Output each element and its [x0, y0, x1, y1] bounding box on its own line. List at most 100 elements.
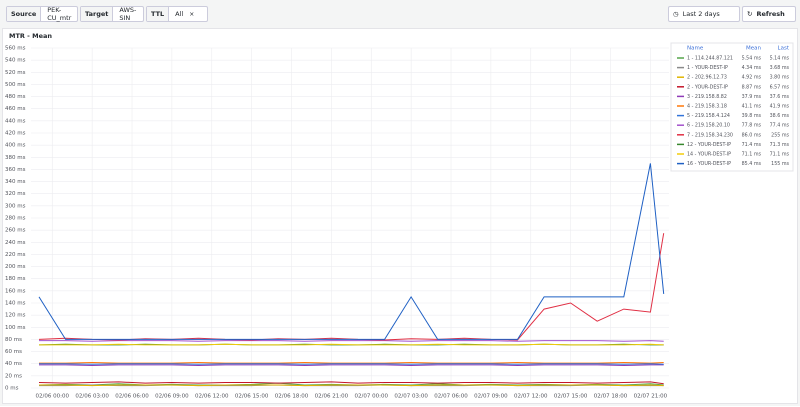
legend-last: 255 ms [771, 132, 789, 138]
legend-last: 37.6 ms [770, 94, 790, 100]
y-tick-label: 380 ms [5, 155, 26, 161]
x-tick-label: 02/07 18:00 [594, 394, 628, 400]
x-tick-label: 02/07 21:00 [634, 394, 668, 400]
y-tick-label: 60 ms [5, 349, 22, 355]
legend-mean: 5.54 ms [742, 56, 762, 62]
legend-mean: 4.34 ms [742, 65, 762, 71]
clock-icon: ◷ [673, 10, 679, 18]
source-picker[interactable]: Source PEK-CU_mtr [6, 6, 78, 22]
value: PEK-CU_mtr [47, 6, 72, 22]
y-tick-label: 560 ms [5, 46, 26, 52]
label: Source [7, 7, 42, 21]
x-tick-label: 02/06 18:00 [275, 394, 309, 400]
legend-mean: 71.1 ms [742, 152, 762, 158]
legend-name: 1 - 114.244.87.121 [687, 56, 733, 62]
y-tick-label: 520 ms [5, 70, 26, 76]
y-tick-label: 400 ms [5, 143, 26, 149]
x-tick-label: 02/07 12:00 [514, 394, 548, 400]
legend-last: 6.57 ms [770, 84, 790, 90]
x-tick-label: 02/07 06:00 [434, 394, 468, 400]
y-tick-label: 180 ms [5, 276, 26, 282]
y-tick-label: 120 ms [5, 313, 26, 319]
series-line [39, 343, 664, 346]
series-line [39, 361, 664, 364]
series-line [38, 163, 665, 340]
legend-header: Name [687, 46, 704, 52]
y-tick-label: 540 ms [5, 58, 26, 64]
x-tick-label: 02/06 15:00 [235, 394, 269, 400]
x-tick-label: 02/06 09:00 [155, 394, 189, 400]
x-tick-label: 02/07 15:00 [554, 394, 588, 400]
series-line [39, 364, 664, 367]
legend-last: 5.14 ms [770, 56, 790, 62]
legend-mean: 39.8 ms [742, 113, 762, 119]
legend-name: 7 - 219.158.34.230 [687, 132, 733, 138]
y-tick-label: 20 ms [5, 373, 22, 379]
x-tick-label: 02/06 06:00 [115, 394, 149, 400]
series-line [38, 381, 664, 385]
y-tick-label: 80 ms [5, 337, 22, 343]
legend-mean: 4.92 ms [742, 75, 762, 81]
legend-name: 4 - 219.158.3.18 [687, 104, 727, 110]
y-tick-label: 500 ms [5, 82, 26, 88]
refresh-button[interactable]: ↻ Refresh [742, 6, 796, 22]
x-tick-label: 02/06 03:00 [75, 394, 109, 400]
legend-name: 5 - 219.158.4.124 [687, 113, 730, 119]
refresh-text: Refresh [756, 10, 785, 18]
legend-mean: 37.9 ms [742, 94, 762, 100]
time-picker[interactable]: ◷ Last 2 days [668, 6, 740, 22]
legend-name: 2 - YOUR-DEST-IP [687, 84, 728, 90]
legend-name: 12 - YOUR-DEST-IP [687, 142, 731, 148]
legend-last: 71.3 ms [770, 142, 790, 148]
legend-mean: 8.87 ms [742, 84, 762, 90]
series-line [39, 363, 664, 365]
x-tick-label: 02/07 00:00 [355, 394, 389, 400]
target-picker[interactable]: Target AWS-SIN [80, 6, 144, 22]
value: AWS-SIN [119, 6, 137, 22]
ttl-picker[interactable]: TTL All × [146, 6, 208, 22]
clear-icon[interactable]: × [189, 10, 195, 18]
legend-mean: 86.0 ms [742, 132, 762, 138]
y-tick-label: 200 ms [5, 264, 26, 270]
legend-last: 38.6 ms [770, 113, 790, 119]
series-line [39, 340, 664, 342]
y-tick-label: 340 ms [5, 179, 26, 185]
y-tick-label: 440 ms [5, 118, 26, 124]
label: TTL [147, 7, 170, 21]
legend-last: 71.1 ms [770, 152, 790, 158]
time-range: Last 2 days [682, 10, 720, 18]
y-tick-label: 40 ms [5, 361, 22, 367]
y-tick-label: 260 ms [5, 228, 26, 234]
x-tick-label: 02/06 21:00 [315, 394, 349, 400]
legend-header: Mean [746, 46, 761, 52]
series-line [38, 233, 665, 341]
y-tick-label: 0 ms [5, 386, 19, 392]
legend-header: Last [778, 46, 790, 52]
y-tick-label: 320 ms [5, 191, 26, 197]
legend-name: 1 - YOUR-DEST-IP [687, 65, 728, 71]
legend-name: 6 - 219.158.20.10 [687, 123, 730, 129]
series-line [39, 384, 664, 387]
legend-last: 155 ms [771, 161, 789, 167]
legend-name: 14 - YOUR-DEST-IP [687, 152, 731, 158]
legend-mean: 85.4 ms [742, 161, 762, 167]
y-tick-label: 460 ms [5, 106, 26, 112]
x-tick-label: 02/06 00:00 [36, 394, 70, 400]
legend-last: 77.4 ms [770, 123, 790, 129]
legend-last: 3.68 ms [770, 65, 790, 71]
legend-mean: 71.4 ms [742, 142, 762, 148]
y-tick-label: 160 ms [5, 288, 26, 294]
legend-name: 2 - 202.96.12.73 [687, 75, 727, 81]
x-tick-label: 02/07 09:00 [474, 394, 508, 400]
legend-name: 16 - YOUR-DEST-IP [687, 161, 731, 167]
y-tick-label: 220 ms [5, 252, 26, 258]
y-tick-label: 280 ms [5, 216, 26, 222]
legend-box [670, 42, 794, 172]
label: Target [81, 7, 114, 21]
series-line [39, 384, 664, 387]
legend-last: 3.80 ms [770, 75, 790, 81]
y-tick-label: 480 ms [5, 94, 26, 100]
legend-last: 41.9 ms [770, 104, 790, 110]
panel-title: MTR - Mean [9, 32, 52, 40]
